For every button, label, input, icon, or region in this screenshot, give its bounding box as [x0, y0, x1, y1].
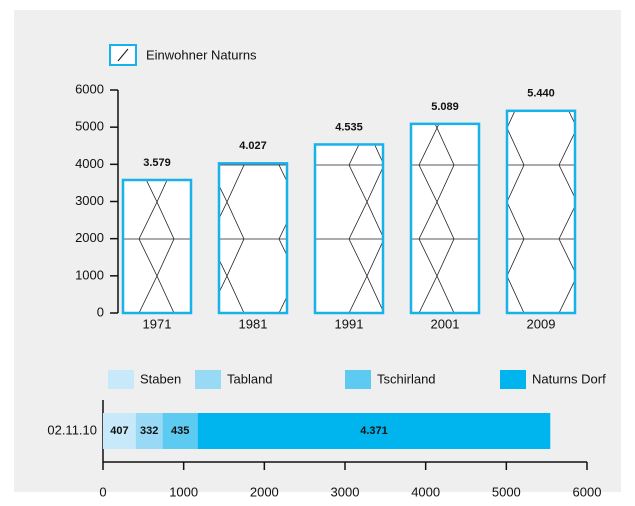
legend-label: Staben [140, 371, 181, 386]
bar [217, 162, 289, 315]
legend-swatch [500, 370, 526, 389]
y-tick-label: 02.11.10 [47, 422, 97, 437]
y-tick-label: 2000 [75, 230, 104, 245]
legend-label: Einwohner Naturns [146, 47, 257, 62]
value-label: 4.535 [335, 121, 363, 133]
bar-segment [103, 413, 136, 449]
x-tick-label: 1981 [239, 316, 268, 331]
bar [313, 143, 385, 315]
y-tick-label: 3000 [75, 193, 104, 208]
bar-segment [197, 413, 551, 449]
x-tick-label: 3000 [331, 484, 360, 499]
bar [409, 122, 481, 315]
x-tick-label: 2009 [527, 316, 556, 331]
bar-segment [162, 413, 198, 449]
x-tick-label: 2000 [250, 484, 279, 499]
x-tick-label: 6000 [573, 484, 602, 499]
value-label: 435 [171, 425, 189, 437]
value-label: 5.440 [527, 88, 555, 100]
legend-swatch [345, 370, 371, 389]
legend-swatch-pattern [117, 48, 129, 62]
legend-swatch [108, 370, 134, 389]
x-tick-label: 4000 [411, 484, 440, 499]
legend-swatch [195, 370, 221, 389]
value-label: 407 [110, 425, 128, 437]
value-label: 3.579 [143, 157, 171, 169]
value-label: 5.089 [431, 101, 459, 113]
value-label: 4.027 [239, 140, 267, 152]
x-tick-label: 2001 [431, 316, 460, 331]
x-tick-label: 1971 [143, 316, 172, 331]
y-tick-label: 1000 [75, 267, 104, 282]
legend-label: Naturns Dorf [532, 371, 606, 386]
y-tick-label: 4000 [75, 156, 104, 171]
bar-segment [135, 413, 163, 449]
y-tick-label: 6000 [75, 81, 104, 96]
bar [121, 178, 193, 315]
x-tick-label: 1000 [169, 484, 198, 499]
x-tick-label: 1991 [335, 316, 364, 331]
bar [505, 109, 577, 315]
y-tick-label: 0 [97, 304, 104, 319]
y-tick-label: 5000 [75, 119, 104, 134]
value-label: 4.371 [360, 425, 388, 437]
x-tick-label: 5000 [492, 484, 521, 499]
x-tick-label: 0 [99, 484, 106, 499]
legend-label: Tabland [227, 371, 273, 386]
value-label: 332 [140, 425, 158, 437]
legend-label: Tschirland [377, 371, 436, 386]
